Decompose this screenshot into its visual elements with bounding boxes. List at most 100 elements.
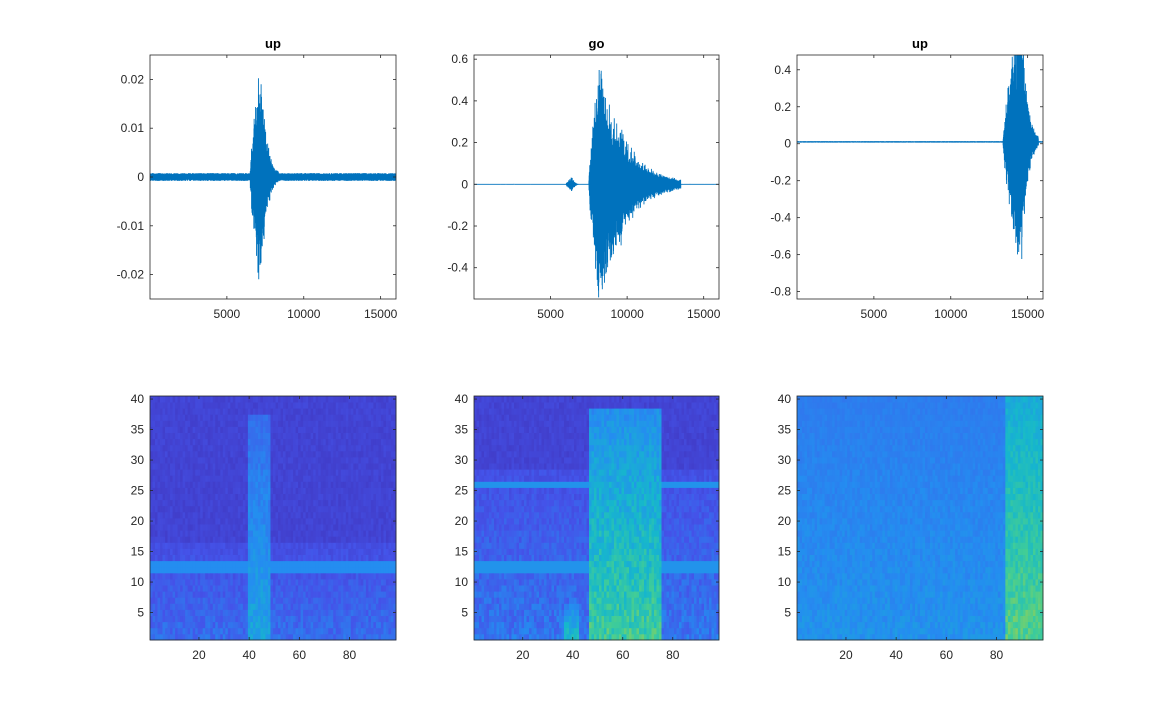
heatmap-cell xyxy=(350,621,354,629)
heatmap-cell xyxy=(280,426,284,433)
heatmap-cell xyxy=(172,591,176,598)
heatmap-cell xyxy=(192,487,196,494)
heatmap-cell xyxy=(318,487,322,494)
heatmap-cell xyxy=(333,499,337,507)
heatmap-cell xyxy=(293,560,296,568)
heatmap-cell xyxy=(300,621,304,629)
heatmap-cell xyxy=(255,615,259,623)
heatmap-cell xyxy=(343,524,347,531)
heatmap-cell xyxy=(373,597,377,604)
heatmap-cell xyxy=(524,524,527,531)
heatmap-cell xyxy=(494,396,497,403)
heatmap-cell xyxy=(190,463,194,470)
heatmap-cell xyxy=(390,554,394,562)
heatmap-cell xyxy=(388,414,392,421)
heatmap-cell xyxy=(373,609,377,616)
heatmap-cell xyxy=(380,505,384,513)
y-tick-label: 40 xyxy=(131,392,145,406)
heatmap-cell xyxy=(283,627,286,635)
heatmap-cell xyxy=(273,457,276,464)
heatmap-cell xyxy=(486,591,490,598)
heatmap-cell xyxy=(325,414,329,421)
heatmap-cell xyxy=(200,554,204,562)
heatmap-cell xyxy=(313,438,317,446)
heatmap-cell xyxy=(175,444,179,452)
heatmap-cell xyxy=(222,396,226,403)
heatmap-cell xyxy=(205,536,209,543)
heatmap-cell xyxy=(150,572,153,580)
heatmap-cell xyxy=(481,457,485,464)
heatmap-cell xyxy=(220,530,224,537)
heatmap-cell xyxy=(350,524,354,531)
heatmap-cell xyxy=(197,572,201,580)
heatmap-cell xyxy=(207,420,211,427)
heatmap-cell xyxy=(167,554,171,562)
heatmap-cell xyxy=(262,579,266,586)
heatmap-cell xyxy=(315,627,319,635)
heatmap-cell xyxy=(323,585,327,592)
heatmap-cell xyxy=(531,566,535,574)
heatmap-cell xyxy=(393,475,397,482)
heatmap-cell xyxy=(175,426,179,433)
heatmap-cell xyxy=(521,457,525,464)
heatmap-cell xyxy=(345,463,349,470)
heatmap-cell xyxy=(227,420,231,427)
heatmap-cell xyxy=(355,530,359,537)
heatmap-cell xyxy=(494,432,497,440)
heatmap-cell xyxy=(175,450,179,458)
heatmap-cell xyxy=(202,414,206,421)
heatmap-cell xyxy=(293,585,296,592)
heatmap-cell xyxy=(157,524,161,531)
heatmap-cell xyxy=(360,432,364,440)
heatmap-cell xyxy=(521,597,525,604)
heatmap-cell xyxy=(197,420,201,427)
heatmap-cell xyxy=(340,463,344,470)
heatmap-cell xyxy=(516,463,520,470)
heatmap-cell xyxy=(511,615,515,623)
heatmap-cell xyxy=(170,432,173,440)
heatmap-cell xyxy=(177,572,181,580)
heatmap-cell xyxy=(177,469,181,476)
heatmap-cell xyxy=(237,426,241,433)
heatmap-cell xyxy=(293,499,296,507)
heatmap-cell xyxy=(340,530,344,537)
heatmap-cell xyxy=(383,542,387,549)
heatmap-cell xyxy=(262,414,266,421)
heatmap-cell xyxy=(519,481,522,488)
heatmap-cell xyxy=(529,432,532,440)
heatmap-cell xyxy=(501,597,505,604)
heatmap-cell xyxy=(383,603,387,610)
heatmap-cell xyxy=(262,621,266,629)
heatmap-cell xyxy=(205,597,209,604)
heatmap-cell xyxy=(343,621,347,629)
heatmap-cell xyxy=(343,493,347,501)
heatmap-cell xyxy=(345,444,349,452)
heatmap-cell xyxy=(177,444,181,452)
heatmap-cell xyxy=(175,585,179,592)
heatmap-cell xyxy=(474,560,477,568)
heatmap-cell xyxy=(360,463,364,470)
heatmap-cell xyxy=(187,572,191,580)
heatmap-cell xyxy=(278,518,281,525)
heatmap-cell xyxy=(484,438,487,446)
heatmap-cell xyxy=(343,463,347,470)
heatmap-cell xyxy=(270,457,274,464)
heatmap-cell xyxy=(290,432,294,440)
heatmap-cell xyxy=(479,572,482,580)
heatmap-cell xyxy=(197,511,201,519)
heatmap-cell xyxy=(355,463,359,470)
heatmap-cell xyxy=(479,426,482,433)
heatmap-cell xyxy=(393,627,397,635)
heatmap-cell xyxy=(370,548,374,555)
heatmap-cell xyxy=(333,572,337,580)
heatmap-cell xyxy=(160,499,163,507)
heatmap-cell xyxy=(355,591,359,598)
heatmap-cell xyxy=(260,487,264,494)
heatmap-cell xyxy=(288,597,291,604)
heatmap-cell xyxy=(531,536,535,543)
heatmap-cell xyxy=(353,408,357,415)
heatmap-cell xyxy=(524,536,527,543)
heatmap-cell xyxy=(165,420,168,427)
heatmap-cell xyxy=(155,414,158,421)
heatmap-cell xyxy=(283,536,286,543)
